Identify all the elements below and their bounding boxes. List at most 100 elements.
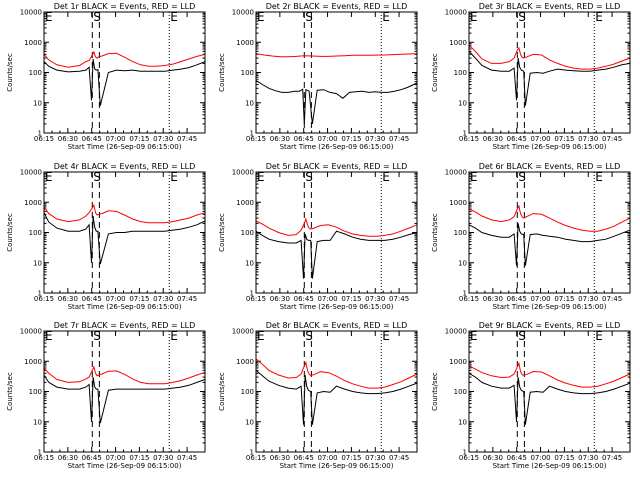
x-tick-label: 07:30 (365, 135, 385, 143)
x-tick-label: 07:30 (153, 454, 173, 462)
y-tick-label: 10 (458, 259, 467, 267)
x-tick-label: 07:30 (365, 454, 385, 462)
y-tick-label: 10 (33, 99, 42, 107)
series-line-black (43, 374, 206, 424)
x-tick-label: 07:00 (530, 295, 550, 303)
x-tick-label: 07:00 (105, 295, 125, 303)
x-tick-label: 07:00 (105, 454, 125, 462)
series-line-black (468, 372, 631, 425)
series-line-red (43, 50, 206, 68)
series-line-black (468, 51, 631, 106)
x-tick-label: 06:30 (270, 135, 290, 143)
marker-label: E (595, 329, 603, 343)
x-tick-label: 06:30 (483, 135, 503, 143)
x-tick-label: 06:30 (270, 295, 290, 303)
y-tick-label: 1 (38, 290, 42, 298)
chart-panel-5: Det 5r BLACK = Events, RED = LLD 1 10 100 10… (218, 162, 418, 311)
series-line-black (255, 79, 418, 124)
x-tick-label: 07:30 (153, 295, 173, 303)
y-tick-label: 100 (241, 229, 254, 237)
y-tick-label: 1000 (236, 39, 254, 47)
y-tick-label: 1000 (449, 39, 467, 47)
panel-title: Det 5r BLACK = Events, RED = LLD (266, 162, 408, 171)
marker-label: E (257, 329, 265, 343)
x-tick-label: 06:15 (246, 295, 266, 303)
x-axis-label: Start Time (26-Sep-09 06:15:00) (68, 303, 182, 311)
x-tick-label: 06:30 (58, 295, 78, 303)
panel-title: Det 3r BLACK = Events, RED = LLD (479, 2, 621, 11)
marker-label: E (45, 329, 53, 343)
marker-label: E (257, 10, 265, 24)
x-tick-label: 07:15 (554, 454, 574, 462)
series-line-black (43, 212, 206, 265)
y-tick-label: 10 (245, 418, 254, 426)
series-line-red (43, 365, 206, 385)
y-axis-label: Counts/sec (6, 53, 14, 92)
panel-title: Det 9r BLACK = Events, RED = LLD (479, 321, 621, 330)
x-tick-label: 07:15 (129, 295, 149, 303)
marker-label: E (470, 10, 478, 24)
x-tick-label: 07:45 (602, 454, 622, 462)
y-axis-label: Counts/sec (218, 213, 226, 252)
x-tick-label: 07:15 (341, 454, 361, 462)
y-tick-label: 1 (250, 449, 254, 457)
x-tick-label: 07:45 (389, 135, 409, 143)
marker-label: S (305, 170, 313, 184)
marker-label: E (595, 10, 603, 24)
x-tick-label: 06:15 (34, 295, 54, 303)
x-tick-label: 07:00 (105, 135, 125, 143)
series-line-black (43, 58, 206, 106)
marker-label: E (170, 329, 178, 343)
x-tick-label: 07:00 (530, 135, 550, 143)
y-axis-label: Counts/sec (431, 372, 439, 411)
x-tick-label: 06:30 (58, 135, 78, 143)
series-line-red (255, 358, 418, 389)
y-tick-label: 10000 (20, 169, 42, 177)
x-tick-label: 06:30 (483, 295, 503, 303)
marker-label: S (518, 170, 526, 184)
x-tick-label: 07:00 (530, 454, 550, 462)
x-tick-label: 07:00 (317, 295, 337, 303)
y-tick-label: 1 (463, 290, 467, 298)
x-tick-label: 07:15 (341, 295, 361, 303)
panel-title: Det 7r BLACK = Events, RED = LLD (54, 321, 196, 330)
series-line-red (255, 217, 418, 237)
plot-frame (43, 330, 206, 453)
chart-panel-6: Det 6r BLACK = Events, RED = LLD 1 10 100 10… (431, 162, 631, 311)
y-tick-label: 10 (33, 418, 42, 426)
chart-panel-3: Det 3r BLACK = Events, RED = LLD 1 10 100 10… (431, 2, 631, 151)
x-tick-label: 06:45 (82, 454, 102, 462)
y-tick-label: 1000 (236, 199, 254, 207)
x-tick-label: 06:45 (82, 295, 102, 303)
x-tick-label: 06:30 (483, 454, 503, 462)
y-tick-label: 1 (463, 130, 467, 138)
y-tick-label: 1 (38, 130, 42, 138)
plot-frame (43, 11, 206, 134)
x-tick-label: 06:45 (507, 454, 527, 462)
y-tick-label: 100 (29, 229, 42, 237)
y-tick-label: 1000 (24, 39, 42, 47)
x-axis-label: Start Time (26-Sep-09 06:15:00) (493, 462, 607, 470)
x-tick-label: 07:15 (129, 135, 149, 143)
x-tick-label: 07:30 (578, 295, 598, 303)
x-tick-label: 07:15 (554, 295, 574, 303)
y-axis-label: Counts/sec (6, 213, 14, 252)
x-tick-label: 07:45 (177, 135, 197, 143)
marker-label: E (470, 329, 478, 343)
plot-frame (255, 330, 418, 453)
series-line-black (255, 370, 418, 425)
x-tick-label: 06:15 (34, 454, 54, 462)
x-tick-label: 07:00 (317, 135, 337, 143)
x-tick-label: 07:45 (177, 454, 197, 462)
x-tick-label: 07:30 (153, 135, 173, 143)
y-tick-label: 1000 (449, 199, 467, 207)
x-tick-label: 06:45 (294, 295, 314, 303)
marker-label: E (170, 170, 178, 184)
y-tick-label: 10000 (232, 328, 254, 336)
y-axis-label: Counts/sec (218, 372, 226, 411)
marker-label: S (518, 329, 526, 343)
chart-panel-1: Det 1r BLACK = Events, RED = LLD 1 10 100 10… (6, 2, 206, 151)
x-tick-label: 06:45 (507, 295, 527, 303)
plot-frame (255, 171, 418, 294)
